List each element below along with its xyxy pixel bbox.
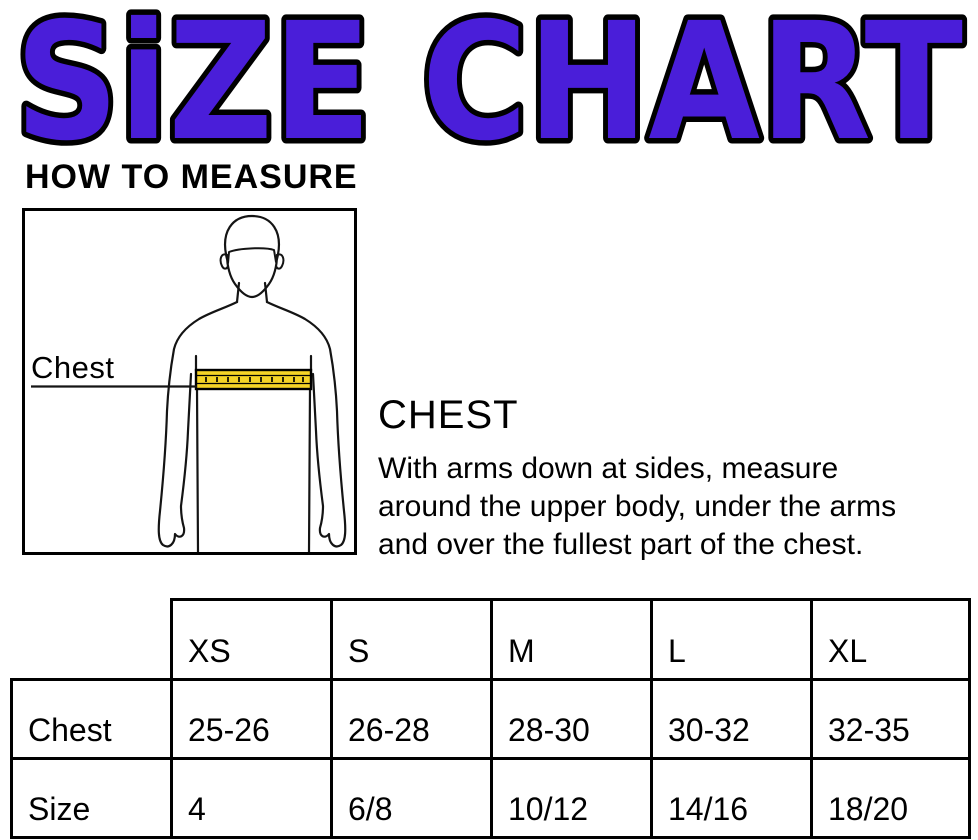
hairline [227, 247, 277, 264]
row-label-chest: Chest [10, 678, 173, 760]
right-ear [275, 253, 285, 270]
title-banner: SiZE CHART [10, 0, 969, 158]
instruction-line-3: and over the fullest part of the chest. [378, 528, 864, 561]
size-table-header-row: XS S M L XL [12, 598, 971, 681]
chest-value-xl: 32-35 [810, 678, 971, 760]
size-value-m: 10/12 [490, 757, 653, 839]
tape-tick-marks [205, 377, 304, 382]
how-to-measure-heading: HOW TO MEASURE [25, 158, 358, 196]
size-value-xs: 4 [170, 757, 333, 839]
column-header-m: M [490, 598, 653, 681]
chest-value-m: 28-30 [490, 678, 653, 760]
face-outline [225, 253, 279, 299]
page-title: SiZE CHART [15, 0, 963, 158]
left-ear [219, 253, 229, 270]
person-outline [157, 214, 347, 552]
chest-pointer-label: Chest [31, 350, 115, 385]
size-value-l: 14/16 [650, 757, 813, 839]
column-header-s: S [330, 598, 493, 681]
torso-right-line [307, 386, 312, 552]
size-value-xl: 18/20 [810, 757, 971, 839]
chest-value-s: 26-28 [330, 678, 493, 760]
column-header-xl: XL [810, 598, 971, 681]
chest-instructions-section: CHEST With arms down at sides, measure a… [378, 392, 978, 564]
chest-value-l: 30-32 [650, 678, 813, 760]
size-value-s: 6/8 [330, 757, 493, 839]
tape-measure [194, 368, 313, 391]
instruction-line-1: With arms down at sides, measure [378, 452, 839, 485]
right-arm-outline [265, 300, 347, 548]
neck-left [235, 281, 241, 304]
table-corner-blank-cell [12, 600, 172, 680]
column-header-l: L [650, 598, 813, 681]
column-header-xs: XS [170, 598, 333, 681]
left-arm-outline [157, 300, 239, 548]
size-table: XS S M L XL Chest 25-26 26-28 28-30 30-3… [10, 598, 971, 839]
body-figure-illustration [31, 214, 347, 552]
chest-value-xs: 25-26 [170, 678, 333, 760]
torso-left-line [195, 386, 200, 552]
table-row-size: Size 4 6/8 10/12 14/16 18/20 [10, 757, 971, 839]
hair-outline [224, 214, 280, 261]
chest-instructions-text: With arms down at sides, measure around … [378, 450, 978, 564]
table-row-chest: Chest 25-26 26-28 28-30 30-32 32-35 [10, 678, 971, 760]
neck-right [263, 281, 269, 304]
tape-band [194, 368, 313, 391]
measurement-figure-box: Chest [22, 208, 357, 555]
instruction-line-2: around the upper body, under the arms [378, 490, 897, 523]
row-label-size: Size [10, 757, 173, 839]
chest-section-heading: CHEST [378, 393, 519, 437]
